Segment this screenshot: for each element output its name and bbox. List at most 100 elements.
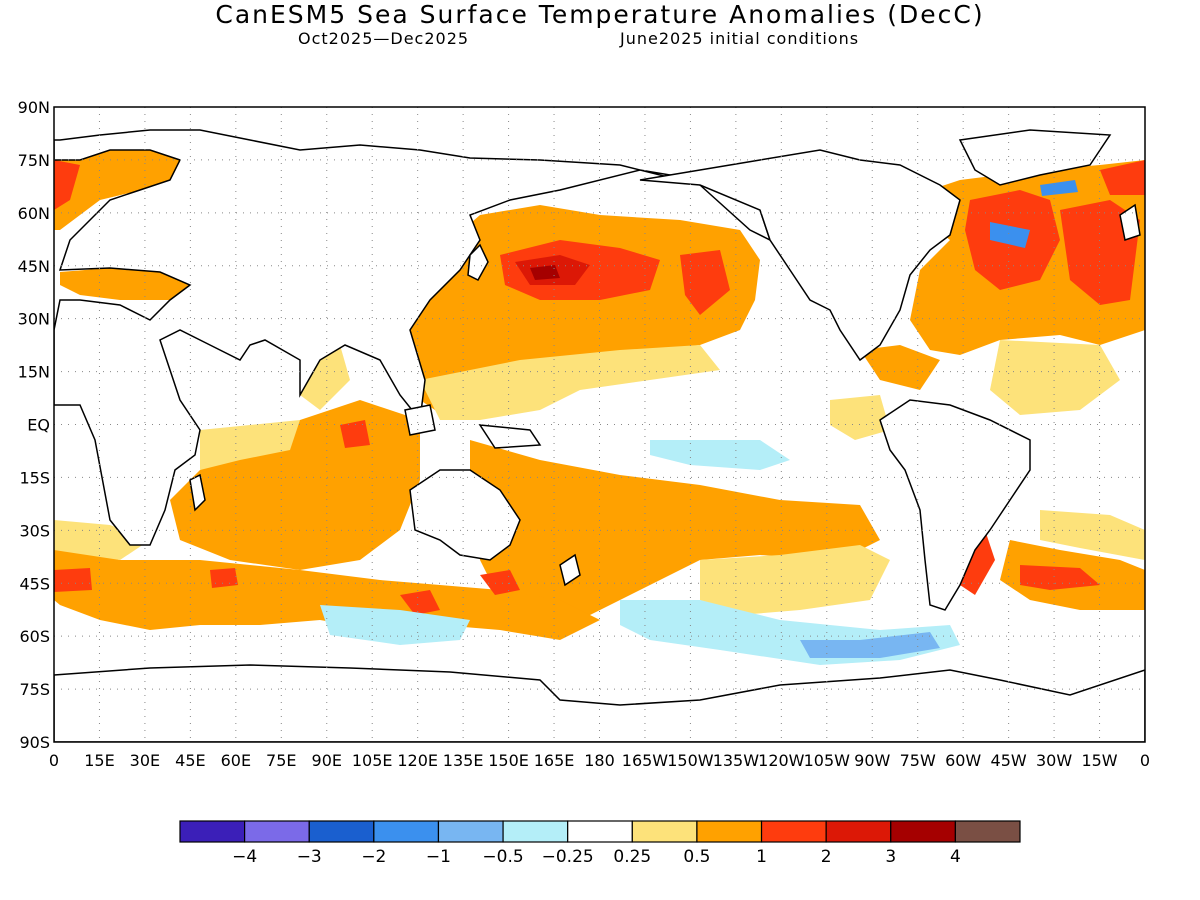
lon-label: 120E <box>397 751 438 770</box>
lon-label: 165E <box>534 751 575 770</box>
anomaly-region-eq-pacific-cool <box>650 440 790 470</box>
landmass-borneo <box>404 404 436 436</box>
anomaly-field <box>54 140 1145 665</box>
anomaly-region-maritime-continent <box>340 420 370 448</box>
lon-label: 15W <box>1081 751 1117 770</box>
colorbar-swatch <box>954 820 1021 843</box>
coastlines <box>54 129 1145 742</box>
lon-label: 165W <box>622 751 669 770</box>
lat-label: 15S <box>19 468 50 487</box>
anomaly-region-tasman <box>480 570 520 595</box>
lon-label: 75W <box>900 751 936 770</box>
lat-label: 30N <box>18 310 50 329</box>
colorbar-swatch <box>179 820 246 843</box>
lat-label: 60N <box>18 204 50 223</box>
anomaly-region-north-atlantic-east <box>1060 200 1140 305</box>
lat-label: 45N <box>18 257 50 276</box>
map-frame <box>53 106 1146 743</box>
anomaly-region-south-atlantic-core <box>1020 565 1100 590</box>
anomaly-region-tropical-atlantic <box>990 340 1120 415</box>
colorbar-label: 3 <box>885 847 896 867</box>
landmass-uk <box>1119 203 1141 241</box>
colorbar-label: 1 <box>756 847 767 867</box>
colorbar-label: 0.5 <box>683 847 710 867</box>
anomaly-region-east-pacific <box>830 395 890 440</box>
landmass-australia <box>409 469 521 561</box>
landmass-north-america <box>639 149 961 362</box>
colorbar-swatch <box>567 820 633 843</box>
lat-label: 30S <box>19 521 50 540</box>
anomaly-region-south-pacific-edge <box>700 545 890 615</box>
colorbar-label: −0.25 <box>542 847 594 867</box>
colorbar-label: 2 <box>821 847 832 867</box>
colorbar-swatch <box>437 820 504 843</box>
colorbar-label: 4 <box>950 847 961 867</box>
lon-label: 75E <box>266 751 296 770</box>
lon-label: 60E <box>221 751 251 770</box>
anomaly-region-south-indian-2 <box>400 590 440 615</box>
anomaly-region-north-pacific-subtropics <box>420 345 720 420</box>
lon-label: 120W <box>758 751 805 770</box>
chart-title: CanESM5 Sea Surface Temperature Anomalie… <box>215 0 985 29</box>
colorbar-label: 0.25 <box>613 847 651 867</box>
lon-label: 0 <box>1140 751 1150 770</box>
anomaly-region-ne-pacific <box>680 250 730 315</box>
colorbar-label: −2 <box>361 847 386 867</box>
anomaly-region-kuroshio-max <box>530 265 560 280</box>
colorbar-label: −4 <box>232 847 257 867</box>
anomaly-region-southern-ocean-edge <box>54 520 150 560</box>
lon-label: 45W <box>991 751 1027 770</box>
lon-label: 135W <box>713 751 760 770</box>
landmass-south-america <box>879 399 1031 611</box>
lat-label: 60S <box>19 627 50 646</box>
anomaly-region-mediterranean <box>60 268 190 300</box>
lon-label: 90W <box>854 751 890 770</box>
colorbar-label: −0.5 <box>482 847 523 867</box>
grid-lines <box>54 107 1145 742</box>
lat-label: 90S <box>19 733 50 752</box>
initial-conditions: June2025 initial conditions <box>620 29 860 48</box>
anomaly-region-south-indian-3 <box>210 568 238 588</box>
lat-label: 15N <box>18 363 50 382</box>
colorbar <box>179 820 1021 843</box>
anomaly-region-labrador-cool <box>1040 180 1078 196</box>
anomaly-region-south-indian-1 <box>54 568 92 592</box>
landmass-new-zealand <box>559 553 581 587</box>
lon-label: 45E <box>175 751 205 770</box>
lon-label: 0 <box>49 751 59 770</box>
lat-label: 75S <box>19 680 50 699</box>
lat-label: EQ <box>27 416 50 435</box>
landmass-new-guinea <box>478 424 542 449</box>
anomaly-region-southern-ocean <box>54 545 600 640</box>
lon-label: 135E <box>443 751 484 770</box>
lon-label: 60W <box>945 751 981 770</box>
colorbar-labels: −4 −3 −2 −1 −0.5 −0.25 0.25 0.5 1 2 3 4 <box>232 847 961 867</box>
anomaly-region-south-atlantic-margin <box>1040 510 1145 560</box>
anomaly-region-south-cool-3 <box>800 632 940 658</box>
colorbar-swatch <box>760 820 827 843</box>
colorbar-label: −3 <box>297 847 322 867</box>
lon-label: 180 <box>584 751 615 770</box>
colorbar-swatch <box>696 820 763 843</box>
lat-label: 75N <box>18 151 50 170</box>
colorbar-swatch <box>825 820 892 843</box>
latitude-labels: 90N 75N 60N 45N 30N 15N EQ 15S 30S 45S 60S 75S 90S <box>18 98 50 752</box>
lon-label: 105E <box>352 751 393 770</box>
colorbar-swatch <box>631 820 698 843</box>
colorbar-swatch <box>502 820 569 843</box>
lon-label: 30E <box>130 751 160 770</box>
anomaly-region-south-cool-1 <box>320 605 470 645</box>
anomaly-region-norway-coast <box>54 160 80 210</box>
anomaly-region-gulf-stream-cool <box>990 222 1030 248</box>
forecast-period: Oct2025—Dec2025 <box>298 29 470 48</box>
lon-label: 150E <box>488 751 529 770</box>
landmass-greenland <box>958 129 1112 186</box>
lon-label: 90E <box>312 751 342 770</box>
lon-label: 105W <box>804 751 851 770</box>
lon-label: 15E <box>84 751 114 770</box>
lat-label: 45S <box>19 574 50 593</box>
lon-label: 150W <box>667 751 714 770</box>
anomaly-region-indian-ocean-margin <box>200 420 300 470</box>
colorbar-swatch <box>308 820 375 843</box>
